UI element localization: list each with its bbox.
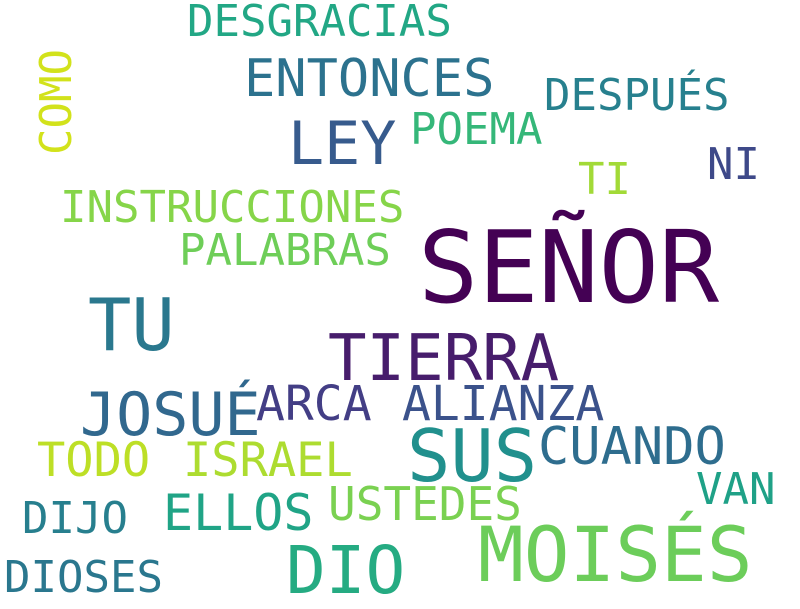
word-israel: ISRAEL <box>183 433 353 488</box>
word-ni: NI <box>707 139 760 190</box>
word-ellos: ELLOS <box>163 484 314 542</box>
word-tu: TU <box>88 283 175 367</box>
word-sus: SUS <box>407 414 538 498</box>
word-cuando: CUANDO <box>538 417 726 477</box>
word-senor: SEÑOR <box>418 209 720 326</box>
word-dioses: DIOSES <box>4 552 163 603</box>
word-alianza: ALIANZA <box>402 376 605 432</box>
word-palabras: PALABRAS <box>179 225 391 276</box>
word-instrucciones: INSTRUCCIONES <box>60 182 405 233</box>
word-dio: DIO <box>286 532 406 609</box>
word-todo: TODO <box>37 433 151 488</box>
word-ustedes: USTEDES <box>328 477 522 531</box>
word-como: COMO <box>31 49 82 155</box>
word-entonces: ENTONCES <box>244 49 495 109</box>
word-poema: POEMA <box>410 104 543 155</box>
word-arca: ARCA <box>256 376 372 432</box>
word-tierra: TIERRA <box>328 322 560 396</box>
word-despues: DESPUÉS <box>544 70 730 121</box>
word-van: VAN <box>696 464 776 515</box>
word-josue: JOSUÉ <box>80 380 261 450</box>
word-dijo: DIJO <box>22 493 128 544</box>
word-desgracias: DESGRACIAS <box>187 0 452 47</box>
word-moises: MOISÉS <box>478 510 753 599</box>
word-ley: LEY <box>288 109 397 179</box>
word-ti: TI <box>578 154 631 205</box>
